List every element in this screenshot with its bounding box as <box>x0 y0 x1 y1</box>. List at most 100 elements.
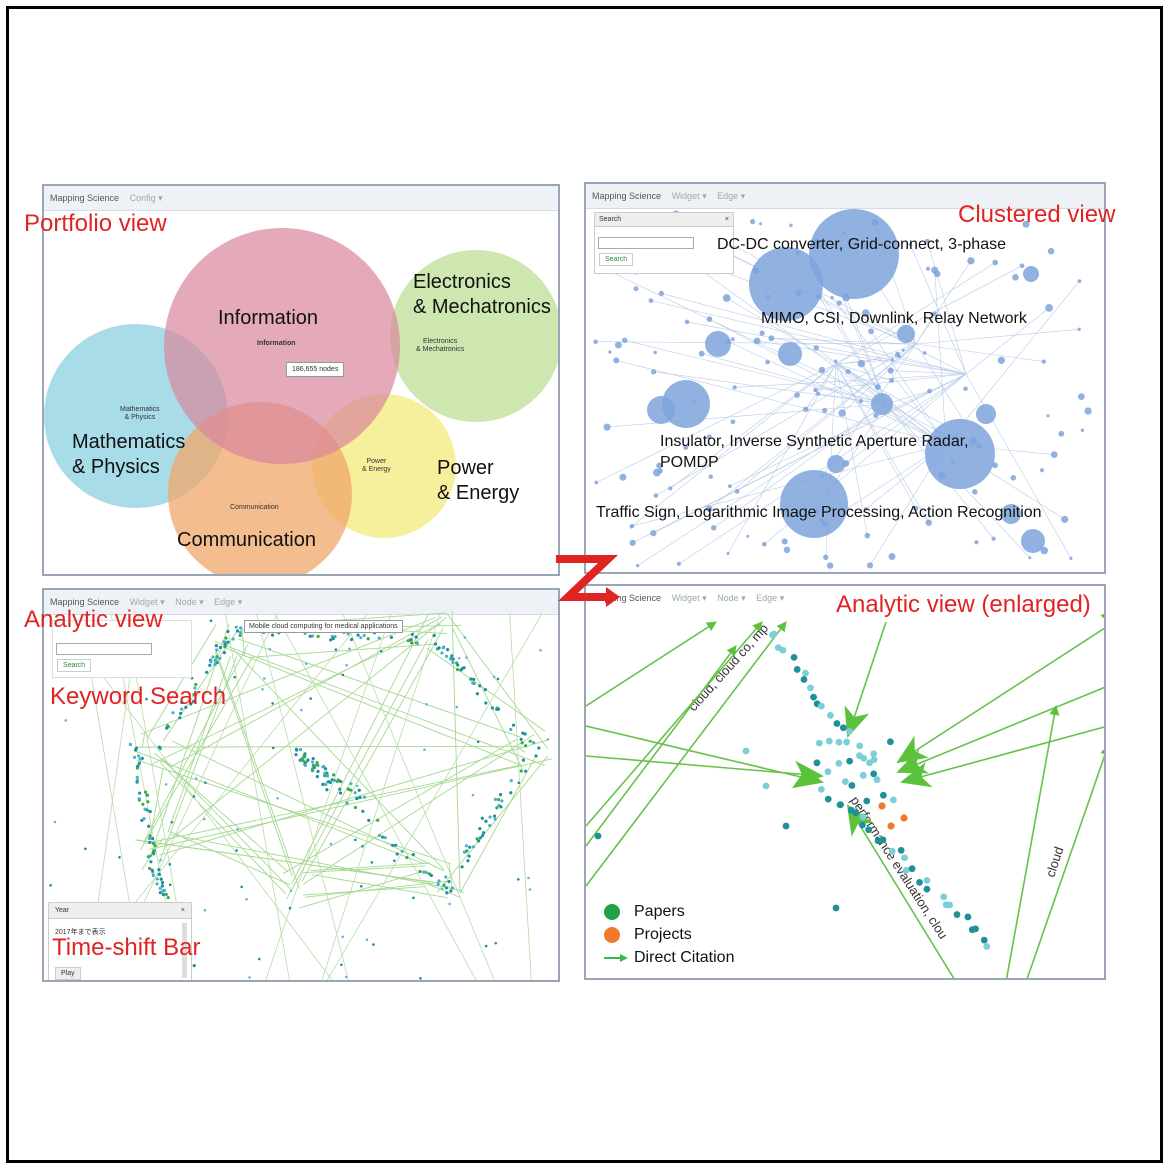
citation-node <box>467 854 471 858</box>
citation-node <box>170 820 174 824</box>
citation-node <box>289 889 293 893</box>
widget-menu[interactable]: Widget ▾ <box>671 191 707 201</box>
cluster-node-large <box>1001 504 1021 524</box>
config-menu[interactable]: Config ▾ <box>129 193 163 203</box>
citation-edge <box>171 616 443 767</box>
edge-menu[interactable]: Edge ▾ <box>756 593 785 603</box>
citation-node <box>236 828 239 831</box>
cluster-node <box>668 486 673 491</box>
citation-node <box>192 692 196 697</box>
close-icon[interactable]: × <box>180 907 185 914</box>
cluster-node-large <box>871 393 893 415</box>
app-brand[interactable]: Mapping Science <box>50 193 120 203</box>
citation-node <box>213 662 217 667</box>
citation-edge <box>286 638 429 900</box>
paper-node <box>972 925 979 933</box>
legend-item-projects: Projects <box>604 923 734 946</box>
node-menu[interactable]: Node ▾ <box>717 593 746 603</box>
citation-node <box>527 876 530 880</box>
citation-node <box>346 787 350 791</box>
widget-menu[interactable]: Widget ▾ <box>671 593 707 603</box>
paper-node <box>863 797 871 805</box>
citation-node <box>294 747 298 751</box>
citation-node <box>496 707 501 711</box>
close-icon[interactable]: × <box>724 216 729 223</box>
circle-information[interactable] <box>164 228 400 464</box>
citation-node <box>466 859 470 863</box>
citation-node <box>157 872 161 876</box>
timebar-slider[interactable] <box>182 923 187 978</box>
cluster-edge <box>734 373 967 388</box>
cluster-node-large <box>780 470 848 538</box>
citation-edge <box>136 759 451 865</box>
search-input[interactable] <box>598 237 694 249</box>
citation-node <box>238 633 242 638</box>
cluster-node <box>608 350 612 354</box>
citation-edge <box>214 648 300 889</box>
projects-dot-icon <box>604 926 620 943</box>
app-brand[interactable]: Mapping Science <box>592 191 662 201</box>
citation-node <box>178 716 182 720</box>
cluster-node <box>890 358 895 362</box>
paper-node <box>908 865 916 873</box>
citation-node <box>395 852 399 856</box>
paper-node <box>852 809 860 817</box>
citation-node <box>349 782 353 786</box>
citation-node <box>496 677 500 681</box>
edge-menu[interactable]: Edge ▾ <box>214 597 243 607</box>
node-menu[interactable]: Node ▾ <box>175 597 204 607</box>
citation-node <box>306 758 310 762</box>
cluster-node <box>874 383 881 391</box>
citation-node <box>356 633 360 637</box>
paper-node <box>953 911 961 918</box>
cluster-edge <box>726 297 837 365</box>
app-brand[interactable]: Mapping Science <box>50 597 120 607</box>
citation-arrow <box>1026 745 1104 978</box>
cluster-edge <box>670 363 837 489</box>
citation-edge <box>321 613 441 980</box>
app-brand[interactable]: Mapping Science <box>592 593 662 603</box>
play-button[interactable]: Play <box>55 967 81 980</box>
circle-electronics[interactable] <box>390 250 560 422</box>
citation-node <box>329 842 333 846</box>
citation-node <box>203 817 206 821</box>
paper-node <box>870 756 878 764</box>
citation-edge <box>446 612 549 749</box>
paper-node <box>889 796 897 804</box>
search-button[interactable]: Search <box>57 659 92 672</box>
citation-node <box>148 840 152 844</box>
label-time-shift-bar: Time-shift Bar <box>52 934 201 961</box>
citation-node <box>138 791 142 795</box>
citation-node <box>194 682 198 687</box>
edge-menu[interactable]: Edge ▾ <box>717 191 746 201</box>
cluster-node <box>629 525 634 529</box>
citation-node <box>164 892 168 897</box>
citation-edge <box>424 882 461 898</box>
paper-node <box>983 943 991 950</box>
cluster-node <box>924 238 930 244</box>
cluster-node <box>635 563 640 568</box>
citation-node <box>159 877 163 881</box>
cluster-edge <box>835 265 1023 365</box>
citation-node <box>436 882 440 886</box>
cluster-edge <box>885 390 930 405</box>
widget-menu[interactable]: Widget ▾ <box>129 597 165 607</box>
cluster-node <box>657 468 663 474</box>
citation-node <box>151 837 155 841</box>
citation-node <box>311 763 315 767</box>
area-sublabel-math-physics: Mathematics & Physics <box>120 406 160 422</box>
cluster-node <box>783 546 791 554</box>
paper-node <box>800 676 808 683</box>
search-input[interactable] <box>56 643 152 655</box>
paper-node <box>824 795 832 803</box>
citation-node <box>158 886 162 890</box>
search-button[interactable]: Search <box>599 253 634 266</box>
citation-edge <box>303 734 535 885</box>
cluster-node <box>656 462 663 469</box>
citation-node <box>153 843 157 848</box>
citation-edge <box>163 759 291 890</box>
paper-node <box>916 878 923 886</box>
citation-node <box>359 884 363 888</box>
citation-node <box>149 860 153 864</box>
citation-node <box>204 781 207 784</box>
